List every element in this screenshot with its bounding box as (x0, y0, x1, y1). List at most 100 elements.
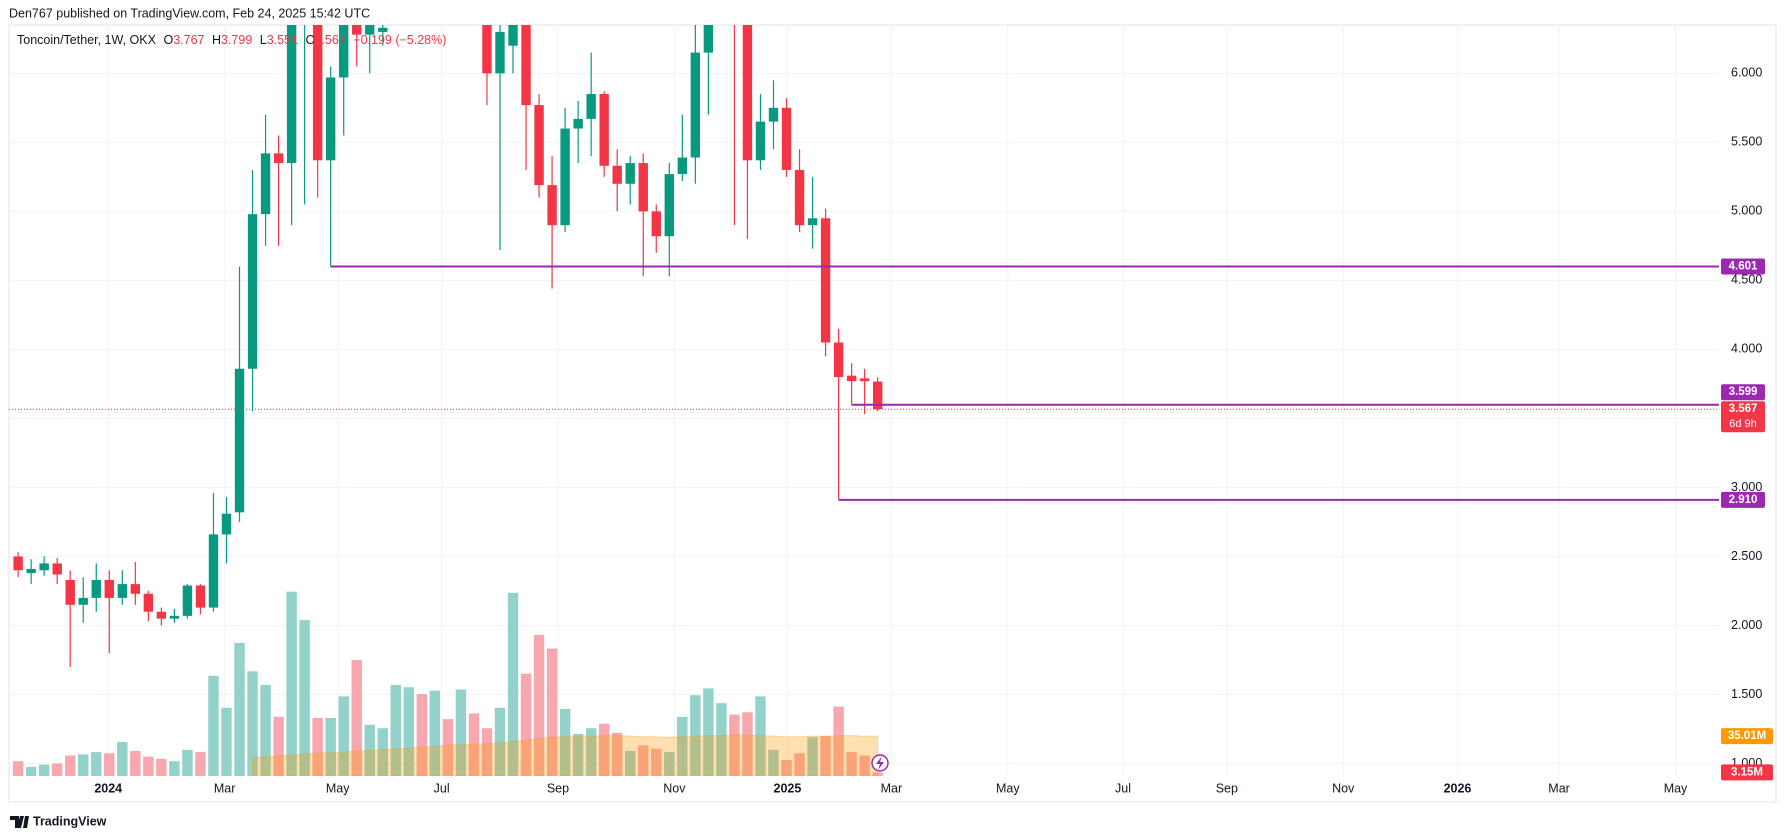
y-tick-label: 1.500 (1731, 687, 1762, 701)
legend-close: 3.567 (315, 33, 346, 47)
candle-body (820, 218, 831, 343)
volume-bar (12, 761, 24, 776)
candle-body (273, 153, 284, 164)
level-label: 2.910 (1729, 494, 1758, 506)
x-tick-label: May (1664, 781, 1688, 795)
volume-bar (182, 749, 193, 776)
volume-bar (742, 712, 753, 776)
volume-bar (677, 716, 688, 776)
countdown: 6d 9h (1729, 418, 1757, 430)
x-tick-label: Jul (1115, 781, 1131, 795)
volume-bar (130, 750, 141, 776)
candle-body (560, 128, 570, 226)
level-label-box (1721, 491, 1765, 508)
volume-bar (338, 696, 349, 776)
volume-bar (468, 713, 480, 776)
volume-bar (807, 737, 818, 776)
volume-bar (481, 728, 493, 776)
volume-bar (364, 724, 375, 776)
candle-body (182, 585, 193, 616)
volume-bar (38, 764, 50, 776)
candle-body (221, 513, 232, 535)
volume-bar (299, 620, 310, 776)
level-label-box (1721, 258, 1765, 275)
candle-body (586, 94, 596, 119)
legend-close-label: C (305, 33, 314, 47)
candle-body (143, 593, 154, 612)
volume-bar (768, 749, 779, 776)
volume-bar (781, 760, 792, 776)
legend-high-label: H (212, 33, 221, 47)
candle-body (547, 185, 557, 226)
candle-body (599, 94, 609, 166)
candle-body (651, 211, 661, 237)
candle-body (508, 25, 518, 46)
y-tick-label: 5.000 (1731, 204, 1762, 218)
candle-body (690, 52, 701, 158)
volume-bar (143, 756, 154, 776)
footer-logo (10, 816, 29, 828)
x-tick-label: 2024 (94, 781, 122, 795)
y-tick-label: 2.500 (1731, 549, 1762, 563)
volume-pane (12, 591, 883, 776)
volume-bar (546, 648, 558, 776)
volume-bar (416, 694, 428, 776)
candle-body (130, 584, 141, 594)
candle-body (339, 25, 349, 78)
candle-body (846, 375, 857, 382)
level-label: 3.599 (1729, 386, 1758, 398)
candle-body (91, 579, 101, 598)
candle-body (234, 368, 245, 513)
volume-bar (494, 707, 506, 776)
candle-body (742, 25, 753, 161)
x-tick-label: Sep (547, 781, 569, 795)
candle-body (638, 163, 648, 212)
legend-high: 3.799 (221, 33, 252, 47)
volume-bar (104, 753, 115, 776)
volume-label: 3.15M (1731, 766, 1763, 778)
volume-bar (78, 754, 89, 776)
level-label-box (1721, 384, 1765, 401)
candle-body (755, 121, 766, 161)
legend-change: −0.199 (−5.28%) (353, 33, 446, 47)
volume-bar (664, 752, 675, 776)
y-tick-label: 4.500 (1731, 273, 1762, 287)
price-label-box (1721, 401, 1765, 433)
volume-bar (51, 763, 63, 776)
y-tick-label: 4.000 (1731, 342, 1762, 356)
candle-body (195, 585, 206, 608)
candle-body (612, 165, 622, 184)
volume-bar (846, 752, 857, 776)
x-tick-label: Mar (1548, 781, 1570, 795)
volume-bar (794, 753, 805, 776)
volume-bar (286, 591, 297, 776)
volume-bar (221, 707, 232, 776)
volume-bar (755, 696, 766, 776)
candle-body (39, 563, 49, 571)
candle-body (495, 31, 505, 74)
candle-body (703, 25, 714, 53)
volume-bar (859, 755, 870, 776)
volume-bar (260, 684, 271, 776)
candle-body (312, 25, 323, 161)
candle-body (833, 342, 844, 378)
candle-body (260, 153, 271, 215)
x-tick-label: Mar (214, 781, 236, 795)
candle-body (286, 25, 297, 164)
x-tick-label: 2025 (774, 781, 802, 795)
volume-bar (520, 673, 532, 776)
candle-body (573, 118, 583, 129)
candle-body (768, 107, 779, 122)
volume-bar (651, 748, 662, 776)
legend-symbol: Toncoin/Tether, 1W, OKX (17, 33, 157, 47)
volume-bar (442, 719, 454, 776)
candle-body (807, 218, 818, 226)
volume-bar (625, 750, 636, 776)
candle-body (208, 534, 219, 608)
volume-bar (598, 723, 610, 776)
footer-brand: TradingView (33, 814, 107, 828)
y-tick-label: 6.000 (1731, 66, 1762, 80)
volume-label-box (1721, 764, 1773, 781)
candle-body (117, 584, 127, 598)
